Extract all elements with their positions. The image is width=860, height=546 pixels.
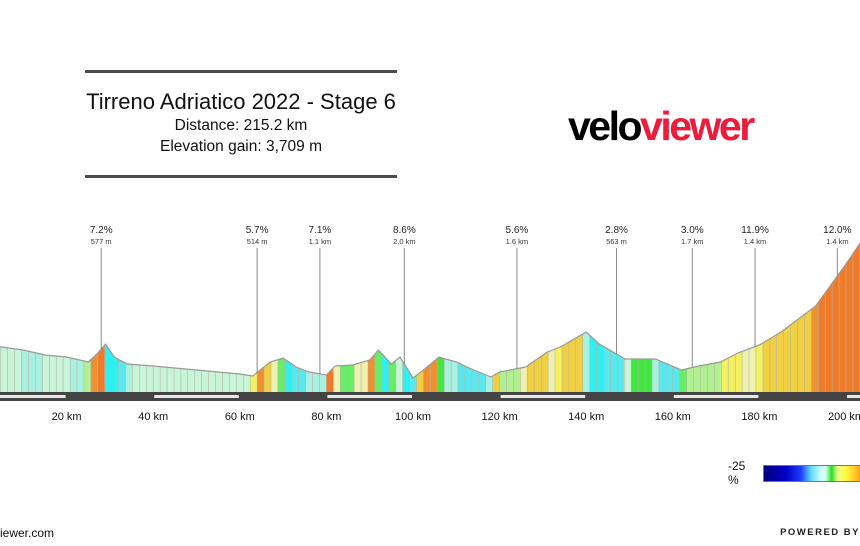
elevation-gain-text: Elevation gain: 3,709 m bbox=[160, 138, 322, 155]
x-axis-ticks: 20 km 40 km 60 km 80 km 100 km 120 km 140 km 16… bbox=[52, 411, 860, 423]
legend-color-scale bbox=[762, 464, 860, 482]
climb-length-label: 563 m bbox=[606, 237, 627, 246]
climb-gradient-label: 3.0% bbox=[681, 225, 704, 236]
x-tick-label: 200 km bbox=[828, 411, 860, 423]
climb-gradient-label: 11.9% bbox=[741, 225, 769, 236]
x-tick-label: 100 km bbox=[395, 411, 431, 423]
gradient-legend: -25 % bbox=[728, 459, 860, 487]
logo-viewer: viewer bbox=[640, 103, 755, 149]
footer-url[interactable]: iewer.com bbox=[0, 526, 55, 540]
climb-length-label: 1.4 km bbox=[826, 237, 849, 246]
climb-length-label: 514 m bbox=[247, 237, 268, 246]
title-block: Tirreno Adriatico 2022 - Stage 6 Distanc… bbox=[85, 70, 397, 178]
x-tick-label: 20 km bbox=[52, 411, 82, 423]
climb-length-label: 1.1 km bbox=[309, 237, 332, 246]
distance-bar bbox=[0, 392, 860, 401]
legend-min-label: -25 % bbox=[728, 459, 746, 487]
x-tick-label: 180 km bbox=[741, 411, 777, 423]
distance-bar-segments bbox=[0, 395, 860, 398]
title-rule-bottom bbox=[85, 175, 397, 178]
powered-by-text: POWERED BY bbox=[780, 527, 860, 538]
logo-velo: velo bbox=[568, 103, 643, 149]
climb-gradient-label: 8.6% bbox=[393, 225, 416, 236]
gradient-stripes bbox=[0, 232, 860, 392]
title-rule-top bbox=[85, 70, 397, 73]
climb-gradient-label: 12.0% bbox=[823, 225, 851, 236]
x-tick-label: 160 km bbox=[655, 411, 691, 423]
climb-gradient-label: 2.8% bbox=[605, 225, 628, 236]
x-tick-label: 40 km bbox=[138, 411, 168, 423]
climb-length-label: 1.4 km bbox=[744, 237, 767, 246]
x-tick-label: 80 km bbox=[311, 411, 341, 423]
x-tick-label: 140 km bbox=[568, 411, 604, 423]
x-tick-label: 120 km bbox=[482, 411, 518, 423]
profile-outline bbox=[0, 242, 860, 379]
climb-markers: 7.2%577 m 5.7%514 m 7.1%1.1 km 8.6%2.0 km 5.… bbox=[90, 225, 852, 374]
climb-gradient-label: 7.1% bbox=[309, 225, 332, 236]
climb-length-label: 577 m bbox=[91, 237, 112, 246]
climb-length-label: 2.0 km bbox=[393, 237, 416, 246]
climb-length-label: 1.6 km bbox=[506, 237, 529, 246]
veloviewer-logo: veloviewer bbox=[568, 103, 755, 149]
climb-gradient-label: 5.6% bbox=[506, 225, 529, 236]
climb-gradient-label: 7.2% bbox=[90, 225, 113, 236]
climb-gradient-label: 5.7% bbox=[246, 225, 269, 236]
climb-length-label: 1.7 km bbox=[681, 237, 704, 246]
x-tick-label: 60 km bbox=[225, 411, 255, 423]
stage-title: Tirreno Adriatico 2022 - Stage 6 bbox=[86, 89, 396, 114]
distance-text: Distance: 215.2 km bbox=[174, 117, 308, 134]
